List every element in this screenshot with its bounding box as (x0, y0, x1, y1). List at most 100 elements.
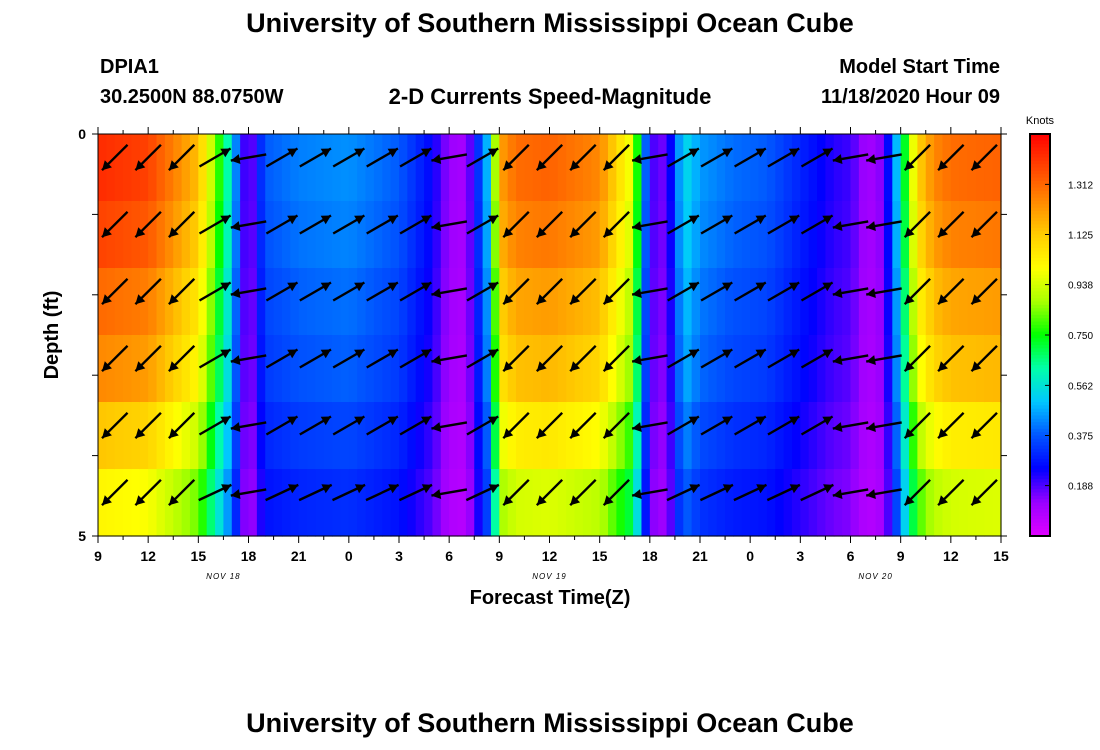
heatmap-cell (867, 402, 877, 470)
colorbar-tick-label: 0.188 (1068, 482, 1093, 493)
heatmap-cell (156, 201, 166, 269)
heatmap-cell (139, 268, 149, 336)
heatmap-cell (624, 134, 634, 202)
plot-subtitle: 2-D Currents Speed-Magnitude (388, 84, 712, 109)
heatmap-cell (967, 268, 977, 336)
colorbar-tick-label: 0.938 (1068, 281, 1093, 292)
heatmap-cell (348, 335, 358, 403)
heatmap-cell (532, 268, 542, 336)
colorbar-swatch (1030, 418, 1050, 423)
colorbar-swatch (1030, 154, 1050, 159)
heatmap-cell (240, 335, 250, 403)
heatmap-cell (950, 201, 960, 269)
heatmap-cell (340, 402, 350, 470)
heatmap-cell (649, 469, 659, 537)
colorbar-tick-label: 0.375 (1068, 432, 1093, 443)
heatmap-cell (716, 134, 726, 202)
colorbar-swatch (1030, 288, 1050, 293)
heatmap-cell (566, 268, 576, 336)
heatmap-cell (298, 201, 308, 269)
colorbar-swatch (1030, 381, 1050, 386)
heatmap-cell (181, 402, 191, 470)
colorbar-swatch (1030, 375, 1050, 380)
heatmap-cell (750, 201, 760, 269)
current-arrow (399, 281, 432, 302)
colorbar-swatch (1030, 395, 1050, 400)
heatmap-cell (490, 268, 500, 336)
x-tick-label: 12 (542, 548, 558, 564)
heatmap-cell (883, 335, 893, 403)
heatmap-cell (658, 335, 668, 403)
heatmap-cell (725, 469, 735, 537)
heatmap-cell (114, 201, 124, 269)
heatmap-cell (482, 402, 492, 470)
heatmap-cell (298, 335, 308, 403)
heatmap-cell (925, 402, 935, 470)
current-arrow (767, 147, 800, 168)
heatmap-cell (783, 268, 793, 336)
heatmap-cell (281, 469, 291, 537)
current-arrow (299, 281, 332, 302)
heatmap-cell (206, 402, 216, 470)
heatmap-cell (114, 134, 124, 202)
current-arrow (602, 210, 630, 239)
heatmap-cell (582, 335, 592, 403)
current-arrow (631, 354, 668, 365)
current-arrow (265, 348, 299, 369)
heatmap-cell (909, 201, 918, 269)
heatmap-cell (599, 469, 609, 537)
colorbar-swatch (1030, 438, 1050, 443)
colorbar-swatch (1030, 489, 1050, 494)
heatmap-cell (691, 469, 701, 537)
heatmap-cell (432, 402, 442, 470)
heatmap-cell (566, 201, 576, 269)
heatmap-cell (900, 268, 910, 336)
heatmap-cell (499, 402, 509, 470)
heatmap-cell (164, 335, 174, 403)
heatmap-cell (892, 402, 902, 470)
current-arrow (970, 344, 998, 373)
heatmap-cell (265, 335, 275, 403)
colorbar-swatch (1030, 134, 1050, 138)
heatmap-cell (758, 268, 768, 336)
heatmap-cell (741, 268, 751, 336)
colorbar-swatch (1030, 335, 1050, 339)
colorbar-swatch (1030, 412, 1050, 416)
heatmap-cell (925, 201, 935, 269)
heatmap-cell (992, 268, 1002, 336)
current-arrow (800, 348, 834, 369)
current-arrow (569, 277, 597, 306)
current-arrow (198, 483, 232, 502)
heatmap-cell (666, 402, 676, 470)
heatmap-cell (432, 201, 442, 269)
heatmap-cell (348, 402, 358, 470)
heatmap-cell (307, 268, 316, 336)
heatmap-cell (424, 268, 434, 336)
heatmap-cell (683, 268, 693, 336)
current-arrow (699, 483, 734, 502)
heatmap-cell (524, 402, 534, 470)
heatmap-cell (382, 335, 392, 403)
heatmap-cell (148, 335, 158, 403)
heatmap-cell (883, 201, 893, 269)
heatmap-cell (917, 335, 927, 403)
current-arrow (134, 210, 162, 239)
heatmap-cell (98, 134, 107, 202)
colorbar-swatch (1030, 485, 1050, 490)
heatmap-cell (382, 201, 392, 269)
heatmap-cell (365, 268, 375, 336)
heatmap-cell (457, 469, 467, 537)
heatmap-cell (800, 201, 810, 269)
heatmap-cell (616, 134, 626, 202)
colorbar-swatch (1030, 355, 1050, 360)
heatmap-cell (858, 201, 868, 269)
heatmap-cell (390, 469, 400, 537)
heatmap-cell (633, 134, 643, 202)
x-tick-label: 21 (692, 548, 708, 564)
current-arrow (134, 478, 162, 507)
colorbar-swatch (1030, 348, 1050, 353)
heatmap-cell (608, 469, 617, 537)
colorbar-swatch (1030, 505, 1050, 510)
heatmap-cell (173, 469, 183, 537)
colorbar-swatch (1030, 167, 1050, 172)
